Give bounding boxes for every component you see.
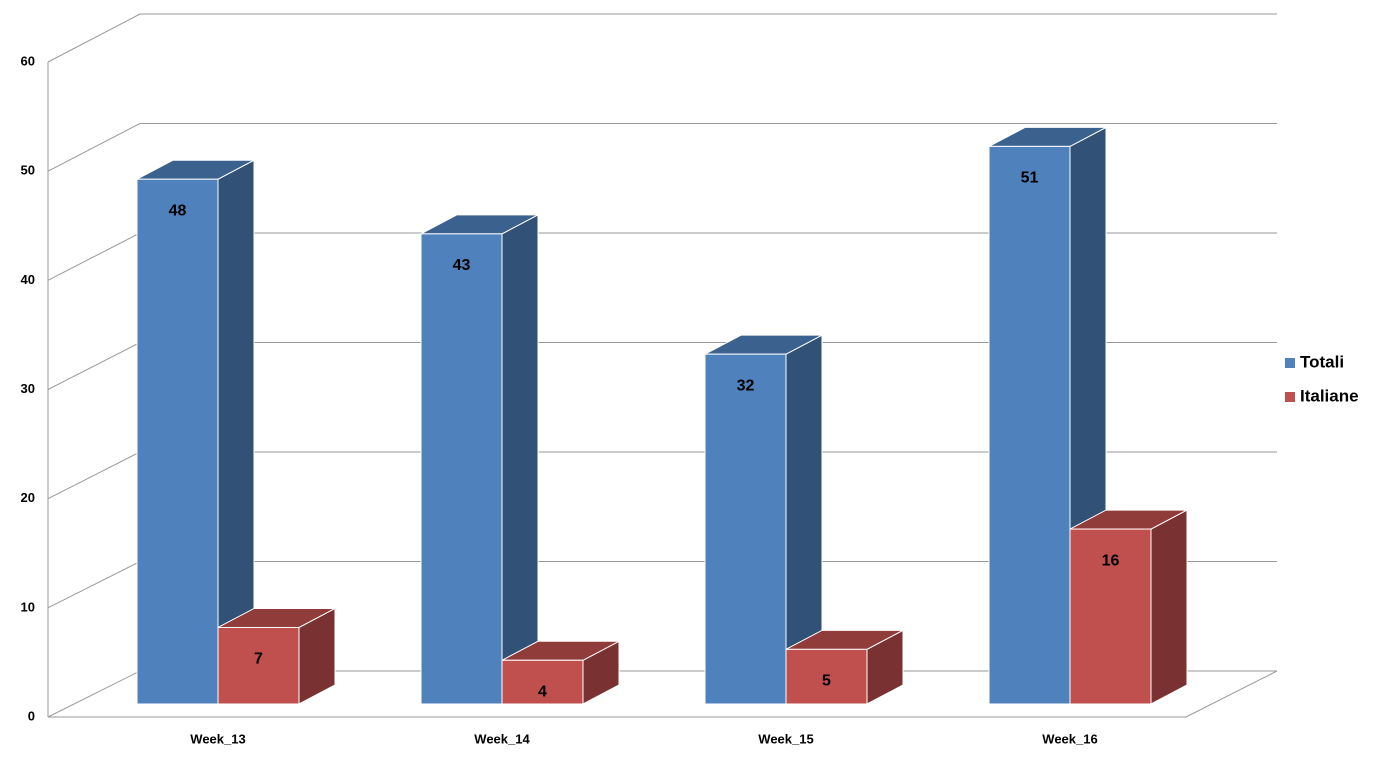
grid-line-side: [47, 451, 141, 500]
legend-swatch: [1285, 358, 1295, 368]
y-tick-label: 10: [21, 599, 35, 614]
grid-line-side: [47, 123, 141, 172]
grid-line-side: [47, 13, 141, 63]
data-label: 32: [737, 377, 755, 394]
legend-label: Italiane: [1300, 386, 1359, 405]
y-tick-label: 60: [21, 53, 35, 68]
bar: [136, 178, 219, 705]
floor-edge: [48, 670, 1278, 718]
bar: [988, 145, 1071, 705]
y-tick-label: 40: [21, 272, 35, 287]
data-label: 48: [169, 202, 187, 219]
grid-line-side: [47, 670, 141, 718]
data-label: 16: [1102, 552, 1120, 569]
bar: [704, 353, 787, 705]
data-label: 7: [254, 651, 263, 668]
legend-label: Totali: [1300, 352, 1344, 371]
y-tick-label: 30: [21, 381, 35, 396]
y-tick-label: 20: [21, 490, 35, 505]
grid-line-side: [47, 232, 141, 281]
bar: [785, 648, 868, 705]
x-tick-label: Week_13: [190, 731, 245, 746]
x-tick-label: Week_16: [1042, 731, 1097, 746]
y-tick-label: 0: [28, 708, 35, 723]
bar: [217, 626, 300, 705]
data-label: 43: [453, 257, 471, 274]
x-tick-label: Week_14: [474, 731, 530, 746]
bar: [501, 659, 584, 705]
bar: [1069, 528, 1152, 705]
bar-side: [1150, 509, 1188, 705]
bar-side: [501, 214, 539, 705]
y-tick-label: 50: [21, 163, 35, 178]
bar: [420, 233, 503, 705]
x-tick-label: Week_15: [758, 731, 813, 746]
data-label: 4: [538, 683, 547, 700]
grid-line-side: [47, 342, 141, 390]
data-label: 5: [822, 673, 831, 690]
legend-swatch: [1285, 392, 1295, 402]
data-label: 51: [1021, 170, 1039, 187]
grid-line-side: [47, 561, 141, 609]
